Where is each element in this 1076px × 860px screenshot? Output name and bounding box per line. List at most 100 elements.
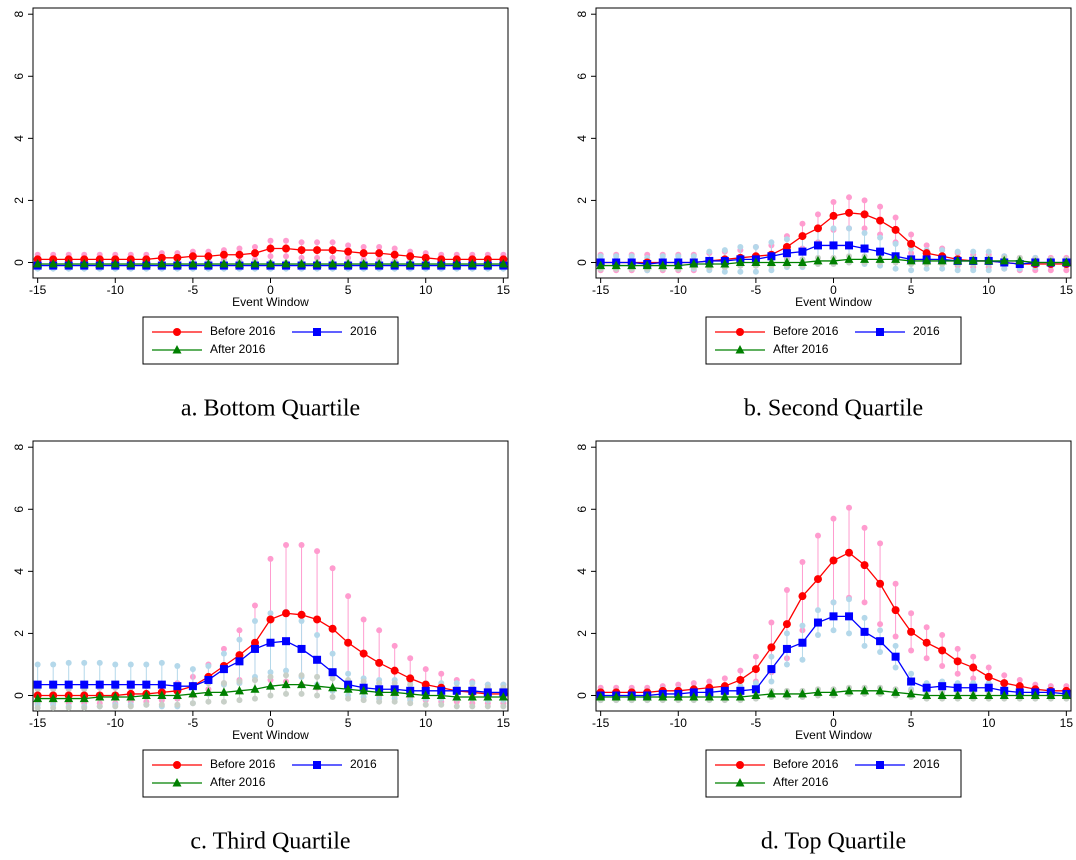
caption: c. Third Quartile bbox=[190, 829, 350, 855]
marker bbox=[157, 680, 166, 689]
marker bbox=[313, 328, 321, 336]
marker bbox=[250, 644, 259, 653]
marker bbox=[110, 692, 120, 701]
error-cap bbox=[1001, 672, 1008, 679]
error-cap bbox=[174, 701, 181, 708]
marker bbox=[829, 612, 838, 621]
marker bbox=[751, 690, 761, 699]
marker bbox=[281, 259, 291, 268]
x-tick-label: -15 bbox=[29, 283, 47, 297]
marker bbox=[720, 692, 730, 701]
error-cap bbox=[939, 631, 946, 638]
error-cap bbox=[267, 673, 274, 680]
error-cap bbox=[752, 653, 759, 660]
marker bbox=[64, 259, 74, 268]
marker bbox=[642, 260, 652, 270]
marker bbox=[813, 241, 822, 250]
error-cap bbox=[892, 633, 899, 640]
y-tick-label: 0 bbox=[12, 692, 26, 699]
marker bbox=[173, 328, 181, 336]
error-cap bbox=[768, 678, 775, 685]
marker bbox=[173, 761, 181, 769]
error-cap bbox=[236, 697, 243, 704]
marker bbox=[33, 680, 42, 689]
marker bbox=[436, 690, 446, 699]
marker bbox=[1015, 690, 1025, 699]
marker bbox=[860, 244, 869, 253]
x-tick-label: 10 bbox=[982, 716, 996, 730]
error-cap bbox=[65, 704, 72, 711]
marker bbox=[876, 328, 884, 336]
marker bbox=[390, 250, 399, 259]
marker bbox=[64, 680, 73, 689]
marker bbox=[173, 682, 182, 691]
marker bbox=[860, 685, 870, 695]
marker bbox=[203, 687, 213, 696]
marker bbox=[627, 260, 637, 270]
error-cap bbox=[283, 253, 290, 260]
error-cap bbox=[846, 194, 853, 201]
error-cap bbox=[814, 211, 821, 218]
error-cap bbox=[892, 664, 899, 671]
error-cap bbox=[205, 698, 212, 705]
error-cap bbox=[329, 565, 336, 572]
y-tick-label: 4 bbox=[575, 568, 589, 575]
marker bbox=[250, 638, 259, 647]
error-cap bbox=[877, 234, 884, 241]
x-axis-label: Event Window bbox=[232, 295, 309, 309]
error-cap bbox=[438, 701, 445, 708]
marker bbox=[735, 692, 745, 701]
marker bbox=[766, 257, 776, 266]
error-cap bbox=[314, 254, 321, 261]
error-cap bbox=[174, 663, 181, 669]
error-cap bbox=[298, 618, 305, 624]
marker bbox=[720, 686, 729, 695]
marker bbox=[250, 249, 259, 258]
error-cap bbox=[236, 245, 243, 252]
x-tick-label: 15 bbox=[497, 716, 511, 730]
error-cap bbox=[112, 703, 119, 710]
error-cap bbox=[345, 242, 352, 249]
error-cap bbox=[314, 548, 321, 555]
marker bbox=[313, 655, 322, 664]
y-tick-label: 8 bbox=[575, 444, 589, 451]
marker bbox=[234, 685, 244, 695]
marker bbox=[704, 259, 714, 268]
marker bbox=[266, 681, 275, 690]
marker bbox=[751, 685, 760, 694]
error-cap bbox=[830, 599, 837, 606]
x-tick-label: 15 bbox=[1060, 716, 1074, 730]
marker bbox=[344, 638, 353, 647]
error-cap bbox=[391, 245, 398, 252]
marker bbox=[483, 259, 493, 268]
legend-label: After 2016 bbox=[210, 775, 266, 789]
error-cap bbox=[236, 627, 243, 634]
error-cap bbox=[908, 231, 915, 238]
y-tick-label: 2 bbox=[575, 197, 589, 204]
marker bbox=[891, 254, 901, 263]
y-tick-label: 8 bbox=[12, 444, 26, 451]
error-cap bbox=[814, 607, 821, 614]
error-cap bbox=[267, 555, 274, 562]
marker bbox=[297, 610, 306, 619]
error-cap bbox=[799, 220, 806, 227]
marker bbox=[266, 244, 275, 253]
marker bbox=[844, 685, 854, 695]
x-tick-label: 0 bbox=[830, 716, 837, 730]
error-cap bbox=[251, 243, 258, 250]
marker bbox=[80, 680, 89, 689]
marker bbox=[126, 692, 136, 701]
marker bbox=[204, 252, 213, 261]
error-cap bbox=[376, 243, 383, 250]
marker bbox=[172, 259, 182, 268]
marker bbox=[282, 609, 291, 618]
error-cap bbox=[908, 267, 915, 274]
error-cap bbox=[877, 621, 884, 628]
marker bbox=[845, 612, 854, 621]
marker bbox=[95, 692, 105, 701]
error-cap bbox=[267, 610, 274, 617]
x-tick-label: -15 bbox=[29, 716, 47, 730]
x-tick-label: 0 bbox=[267, 716, 274, 730]
error-cap bbox=[861, 197, 868, 204]
error-cap bbox=[706, 678, 713, 685]
